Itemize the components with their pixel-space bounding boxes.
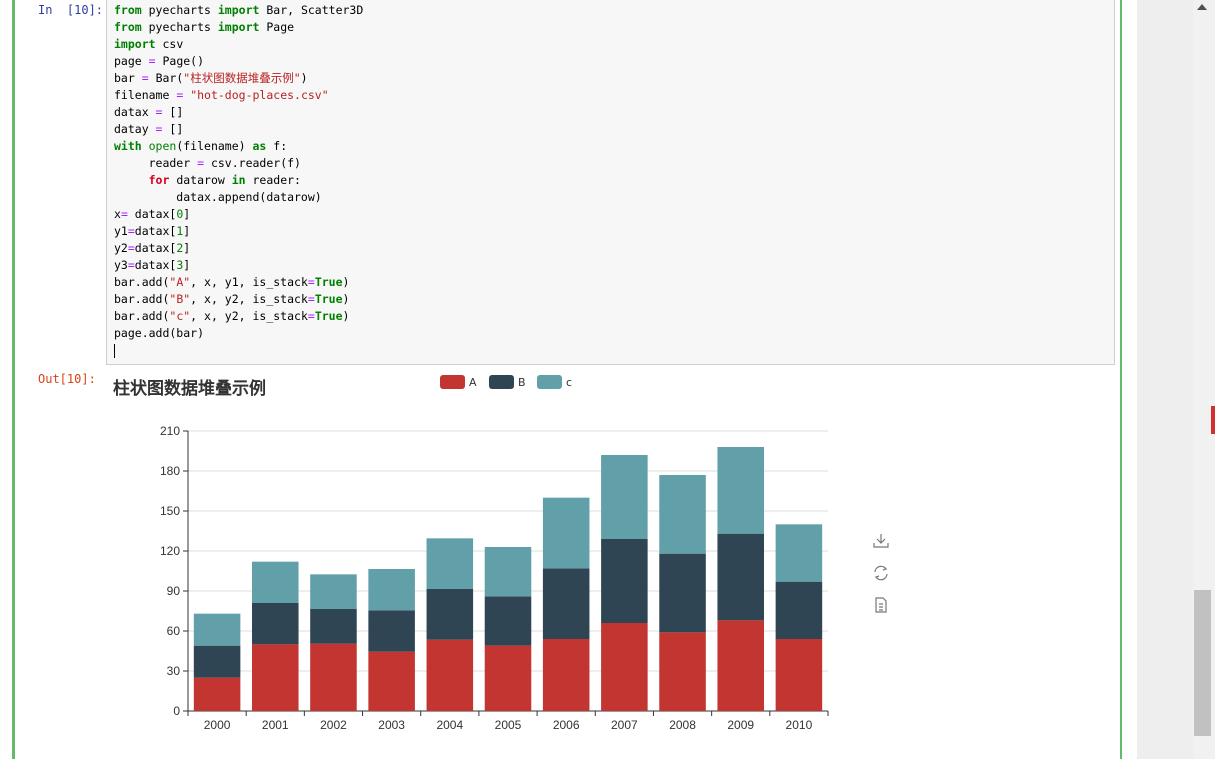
bar-a-2005 (484, 645, 532, 711)
legend-swatch-a (440, 375, 465, 389)
notebook-area: In [10]: from pyecharts import Bar, Scat… (0, 0, 1137, 759)
y-tick-label: 90 (167, 584, 181, 598)
bar-b-2002 (310, 609, 357, 644)
refresh-icon[interactable] (872, 564, 890, 582)
bar-b-2008 (659, 553, 706, 633)
data-view-icon[interactable] (872, 596, 890, 614)
x-tick-label: 2008 (669, 718, 696, 732)
vertical-scrollbar[interactable] (1193, 0, 1215, 759)
cell-selected-border (12, 0, 15, 759)
output-area: 柱状图数据堆叠示例 A B c 0 30 60 90 120 150 180 210 2000 2… (106, 368, 1115, 759)
bar-c-2001 (252, 561, 299, 603)
chart-title: 柱状图数据堆叠示例 (113, 379, 266, 399)
scroll-up-icon[interactable] (1197, 4, 1207, 10)
bar-b-2007 (601, 539, 648, 623)
x-tick-label: 2005 (495, 718, 522, 732)
bar-chart: 0 30 60 90 120 150 180 210 2000 2001 2002 2003 2004 2… (160, 424, 829, 732)
bar-a-2001 (252, 644, 299, 711)
bar-a-2003 (368, 651, 415, 711)
legend-label-b: B (518, 375, 526, 389)
bar-b-2005 (484, 596, 532, 646)
bar-a-2004 (426, 639, 474, 711)
y-tick-label: 150 (160, 504, 180, 518)
x-tick-label: 2009 (727, 718, 754, 732)
cell-right-border (1120, 0, 1122, 759)
x-tick-label: 2006 (553, 718, 580, 732)
bar-b-2003 (368, 610, 415, 652)
bar-c-2002 (310, 574, 357, 609)
edge-marker (1211, 406, 1215, 434)
y-tick-label: 30 (167, 664, 181, 678)
x-tick-label: 2002 (320, 718, 347, 732)
text-cursor (114, 343, 115, 358)
legend-swatch-b (489, 375, 514, 389)
download-icon[interactable] (872, 532, 890, 550)
bar-a-2002 (310, 643, 357, 711)
bar-c-2003 (368, 569, 415, 611)
bar-c-2009 (717, 447, 764, 534)
bar-a-2009 (717, 620, 764, 711)
bar-b-2001 (252, 603, 299, 645)
x-tick-label: 2010 (786, 718, 813, 732)
legend-label-a: A (469, 375, 477, 389)
bar-b-2004 (426, 589, 474, 640)
legend-swatch-c (537, 375, 562, 389)
code-text[interactable]: from pyecharts import Bar, Scatter3D fro… (114, 2, 363, 359)
bar-b-2006 (542, 568, 590, 639)
y-tick-label: 120 (160, 544, 180, 558)
code-editor[interactable]: from pyecharts import Bar, Scatter3D fro… (106, 0, 1115, 365)
y-tick-label: 210 (160, 424, 180, 438)
legend-item-c[interactable]: c (537, 375, 572, 389)
legend-item-b[interactable]: B (489, 375, 526, 389)
bar-b-2010 (775, 581, 823, 639)
bar-c-2000 (193, 613, 241, 646)
bar-c-2010 (775, 524, 823, 582)
bar-b-2009 (717, 533, 764, 621)
y-tick-label: 60 (167, 624, 181, 638)
bar-c-2005 (484, 547, 532, 597)
legend-label-c: c (566, 375, 573, 389)
bar-a-2007 (601, 623, 648, 711)
chart-toolbox (872, 532, 892, 628)
x-tick-label: 2007 (611, 718, 638, 732)
bar-c-2008 (659, 475, 706, 554)
bar-a-2000 (193, 677, 241, 711)
scrollbar-thumb[interactable] (1194, 590, 1211, 736)
bar-c-2004 (426, 538, 474, 589)
x-tick-label: 2003 (378, 718, 405, 732)
output-prompt: Out[10]: (38, 372, 96, 386)
bar-a-2008 (659, 632, 706, 711)
bar-b-2000 (193, 645, 241, 678)
x-tick-label: 2004 (436, 718, 463, 732)
bar-a-2010 (775, 639, 823, 711)
legend-item-a[interactable]: A (440, 375, 477, 389)
x-tick-label: 2001 (262, 718, 289, 732)
y-tick-label: 0 (173, 704, 180, 718)
bar-c-2007 (601, 455, 648, 539)
x-tick-label: 2000 (204, 718, 231, 732)
y-tick-label: 180 (160, 464, 180, 478)
input-prompt: In [10]: (38, 3, 104, 17)
bar-c-2006 (542, 497, 590, 569)
bar-a-2006 (542, 639, 590, 711)
